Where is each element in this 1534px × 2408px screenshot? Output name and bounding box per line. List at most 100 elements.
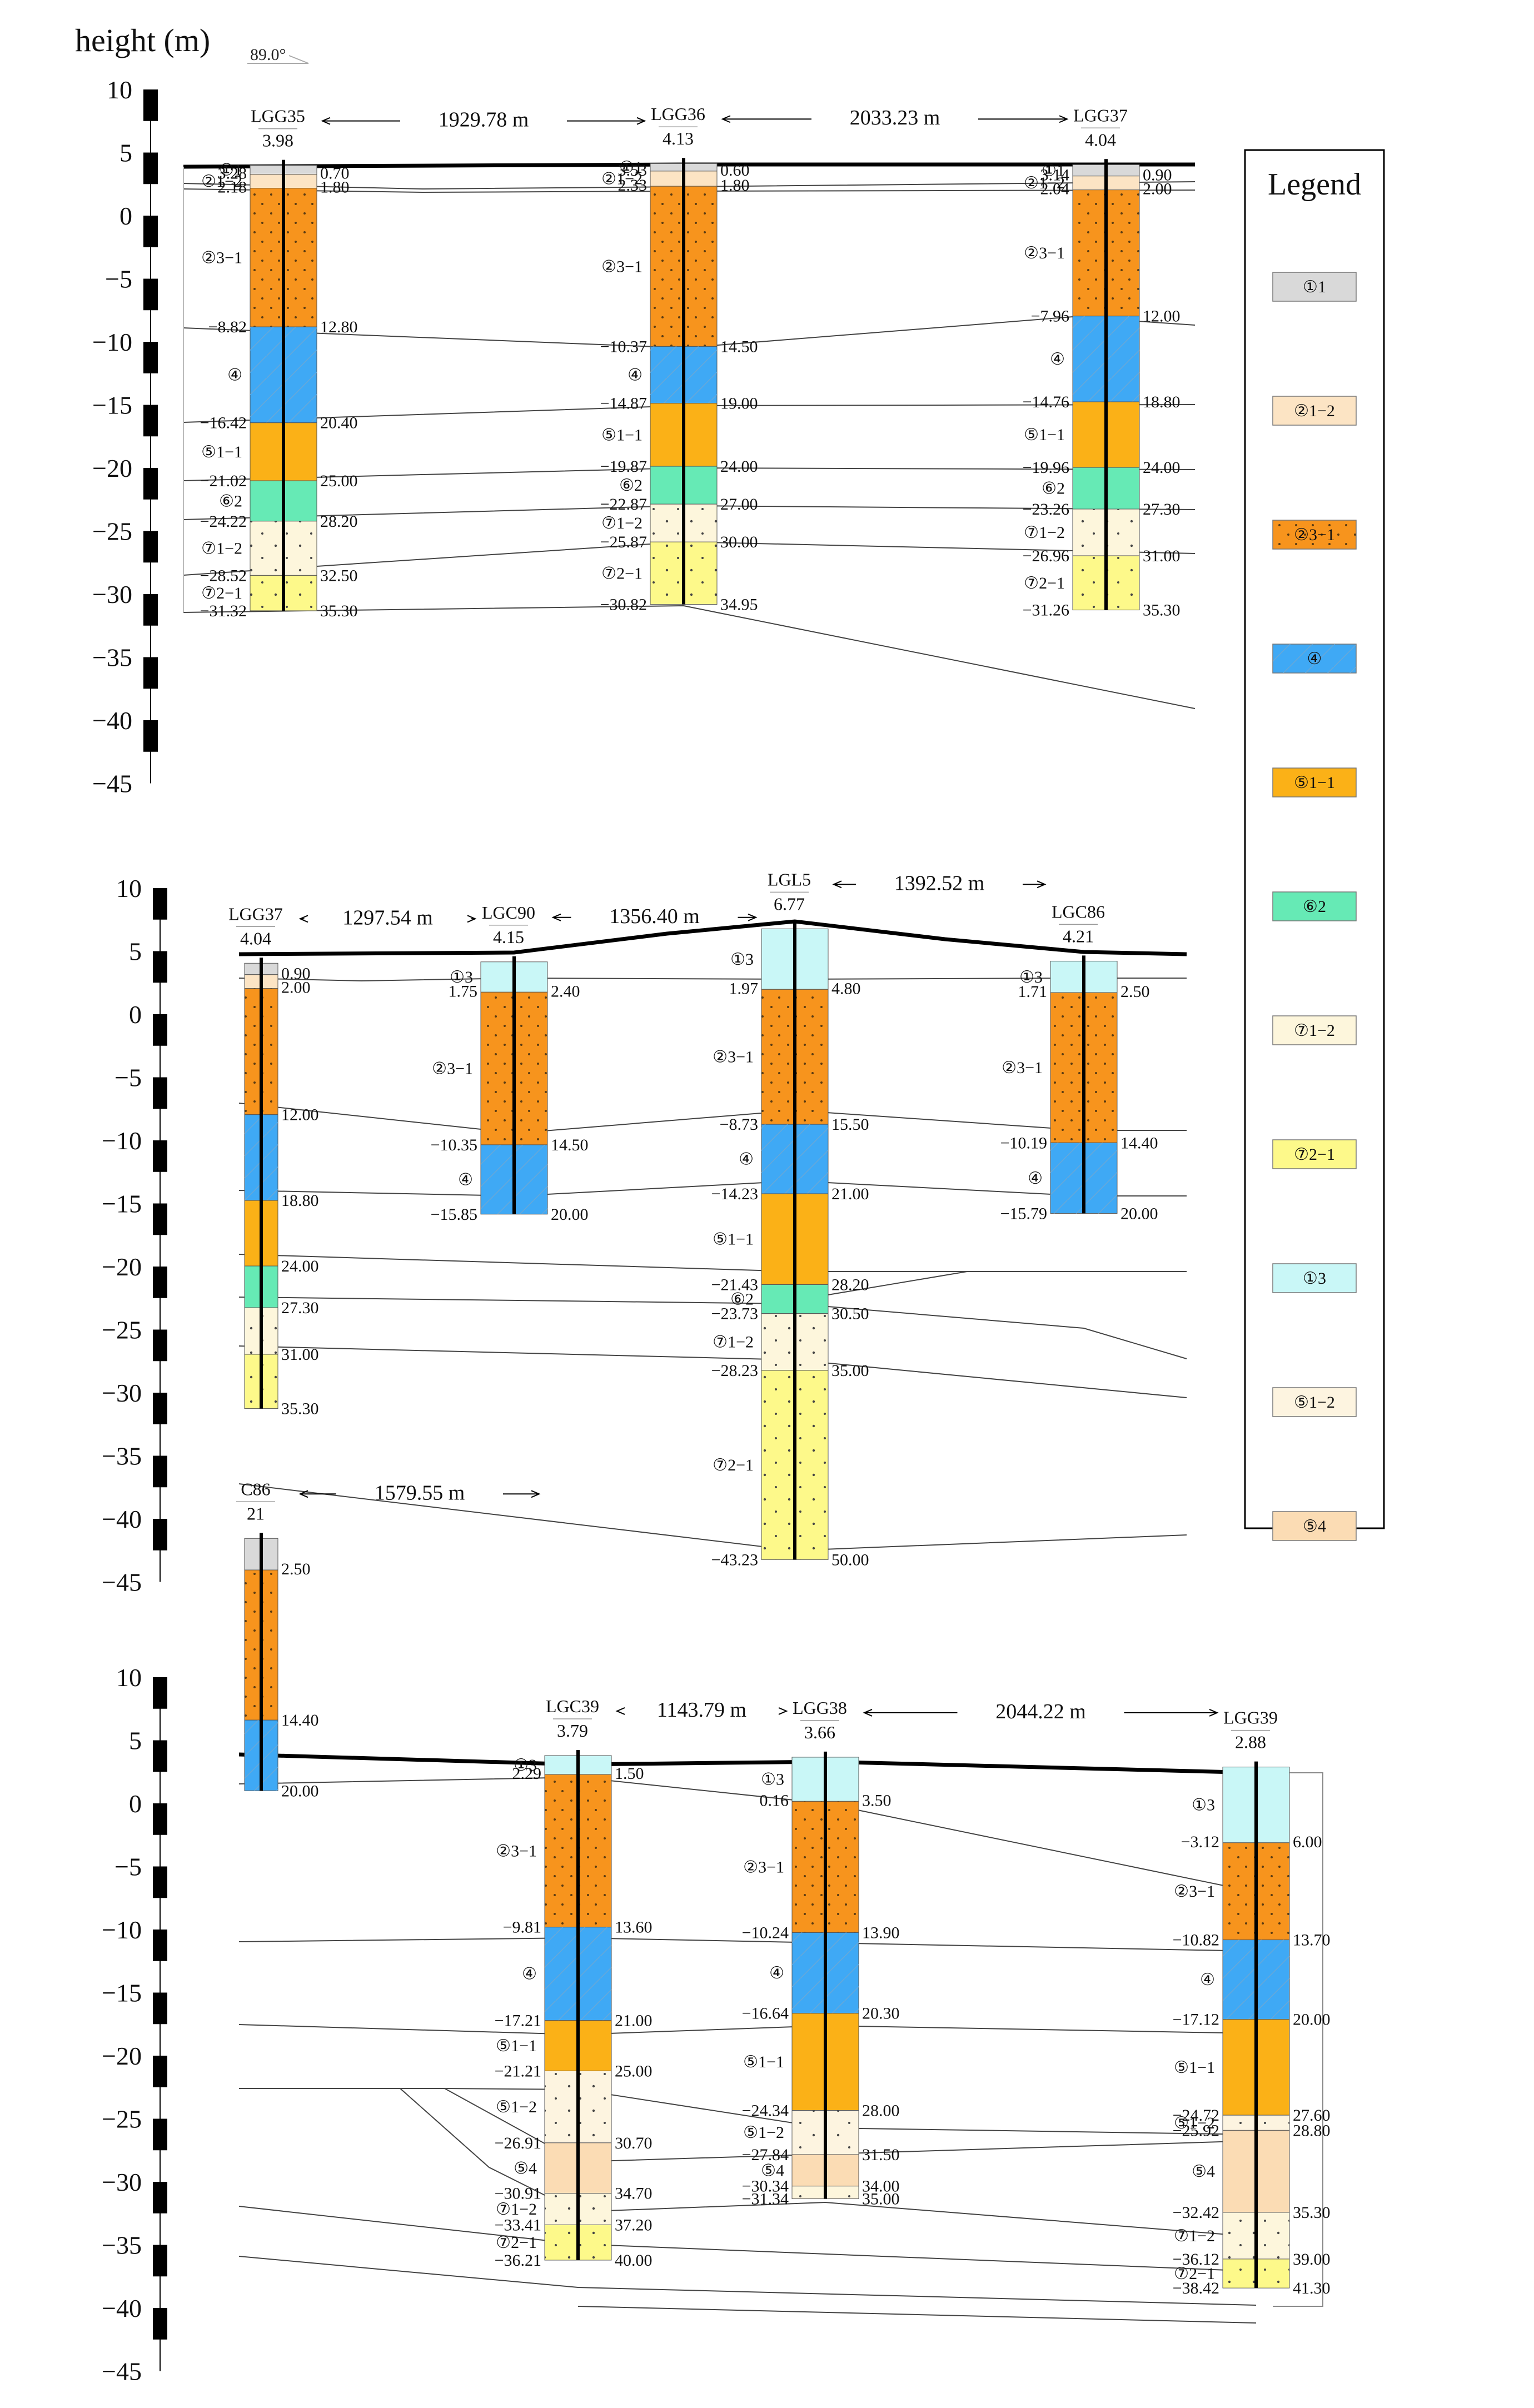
layer-code-label: ⑦1−2 — [713, 1333, 754, 1352]
layer-code-label: ②1−2 — [201, 172, 242, 191]
scale-bar-block — [153, 2182, 167, 2213]
layer-code-label: ④ — [227, 366, 242, 384]
layer-bottom-elevation: −10.37 — [600, 337, 647, 356]
layer-bottom-depth: 2.50 — [281, 1560, 311, 1578]
legend-item-label: ①3 — [1303, 1269, 1326, 1288]
layer-bottom-elevation: 3.14 — [1040, 166, 1070, 185]
layer-bottom-elevation: −31.26 — [1023, 601, 1069, 620]
layer-code-label: ②1−2 — [601, 169, 643, 188]
layer-bottom-depth: 25.00 — [615, 2062, 653, 2080]
borehole-elevation: 3.98 — [262, 131, 293, 151]
layer-bottom-depth: 0.60 — [720, 161, 750, 180]
layer-bottom-depth: 30.50 — [831, 1305, 869, 1323]
scale-bar-block — [153, 1740, 167, 1772]
layer-bottom-elevation: −28.52 — [200, 566, 247, 585]
scale-bar-block — [153, 1393, 167, 1424]
legend-item-label: ②3−1 — [1294, 526, 1335, 544]
layer-code-label: ⑦2−1 — [496, 2233, 537, 2252]
layer-code-label: ⑤1−1 — [201, 443, 242, 461]
scale-bar-block — [153, 1677, 167, 1709]
layer-bottom-depth: 28.20 — [320, 512, 358, 531]
layer-bottom-depth: 20.00 — [1120, 1204, 1158, 1223]
scale-tick-label: 5 — [119, 139, 132, 167]
layer-bottom-elevation: −32.42 — [1173, 2203, 1219, 2222]
layer-bottom-elevation: −27.84 — [742, 2146, 789, 2164]
layer-code-label: ②3−1 — [201, 248, 242, 267]
layer-bottom-depth: 20.00 — [551, 1205, 589, 1224]
layer-bottom-elevation: −17.21 — [495, 2012, 541, 2030]
layer-code-label: ⑦2−1 — [713, 1456, 754, 1474]
distance-arrow-left — [832, 880, 856, 889]
scale-tick-label: −15 — [102, 1190, 142, 1218]
legend-item-label: ①1 — [1303, 278, 1326, 296]
scale-tick-label: −40 — [102, 1505, 142, 1533]
layer-code-label: ②3−1 — [743, 1858, 784, 1876]
layer-bottom-depth: 31.50 — [862, 2146, 900, 2164]
layer-code-label: ⑤1−2 — [496, 2098, 537, 2116]
distance-label: 1392.52 m — [894, 871, 985, 895]
scale-bar-block — [143, 720, 158, 752]
distance-arrow-right — [467, 915, 477, 923]
layer-bottom-depth: 2.50 — [1120, 983, 1150, 1001]
layer-bottom-depth: 50.00 — [831, 1551, 869, 1569]
layer-bottom-elevation: −8.73 — [720, 1115, 758, 1134]
layer-bottom-elevation: 3.53 — [618, 161, 648, 180]
layer-bottom-elevation: −36.12 — [1173, 2250, 1219, 2269]
distance-arrow-left — [298, 915, 308, 923]
scale-tick-label: −25 — [102, 2105, 142, 2133]
layer-bottom-depth: 24.00 — [1143, 458, 1181, 477]
layer-bottom-elevation: 1.75 — [449, 982, 478, 1000]
layer-code-label: ⑦1−2 — [1024, 524, 1065, 542]
layer-bottom-elevation: −16.42 — [200, 414, 247, 432]
distance-arrow-left — [321, 117, 400, 125]
legend-item-label: ⑤1−1 — [1294, 774, 1335, 792]
scale-tick-label: −25 — [102, 1316, 142, 1344]
borehole-elevation: 6.77 — [774, 894, 805, 914]
layer-code-label: ①3 — [514, 1756, 537, 1774]
scale-bar-block — [143, 216, 158, 247]
layer-bottom-depth: 27.60 — [1293, 2106, 1331, 2125]
legend-title: Legend — [1268, 167, 1361, 202]
layer-bottom-depth: 14.50 — [720, 337, 758, 356]
layer-bottom-depth: 14.40 — [281, 1711, 319, 1729]
layer-code-label: ⑤1−1 — [496, 2037, 537, 2055]
layer-bottom-depth: 12.00 — [281, 1106, 319, 1124]
layer-code-label: ⑦1−2 — [1174, 2227, 1215, 2245]
scale-tick-label: 0 — [129, 1789, 142, 1818]
scale-bar-block — [143, 468, 158, 500]
borehole-elevation: 4.04 — [240, 928, 271, 948]
scale-tick-label: −30 — [102, 1379, 142, 1407]
layer-bottom-elevation: −19.87 — [600, 457, 647, 476]
layer-bottom-elevation: −10.24 — [742, 1923, 789, 1942]
distance-arrow-left — [615, 1707, 625, 1715]
layer-bottom-depth: 12.00 — [1143, 307, 1181, 326]
layer-bottom-depth: 28.00 — [862, 2102, 900, 2120]
layer-code-label: ⑦1−2 — [496, 2200, 537, 2218]
layer-bottom-elevation: −30.91 — [495, 2185, 541, 2203]
layer-bottom-depth: 31.00 — [1143, 547, 1181, 565]
borehole-id: C86 — [241, 1479, 270, 1499]
legend-swatch-pattern — [1273, 520, 1356, 549]
distance-arrow-left — [298, 1490, 336, 1498]
scale-bar-block — [153, 1267, 167, 1298]
layer-bottom-elevation: −15.79 — [1000, 1204, 1047, 1223]
layer-code-label: ⑤1−1 — [743, 2053, 784, 2071]
scale-bar-block — [143, 89, 158, 121]
scale-tick-label: −10 — [92, 328, 132, 356]
layer-bottom-elevation: −14.76 — [1023, 393, 1069, 411]
layer-bottom-depth: 34.00 — [862, 2177, 900, 2196]
layer-bottom-depth: 21.00 — [615, 2012, 653, 2030]
layer-bottom-elevation: 1.97 — [729, 979, 759, 998]
scale-bar-block — [153, 888, 167, 920]
scale-tick-label: −15 — [102, 1979, 142, 2007]
legend-swatch — [1272, 891, 1357, 921]
layer-bottom-depth: 30.70 — [615, 2134, 653, 2152]
layer-code-label: ⑤1−2 — [743, 2123, 784, 2142]
layer-bottom-depth: 18.80 — [281, 1191, 319, 1210]
layer-code-label: ②3−1 — [1002, 1059, 1043, 1077]
layer-code-label: ⑤4 — [761, 2161, 784, 2180]
scale-tick-label: 10 — [116, 1663, 142, 1692]
